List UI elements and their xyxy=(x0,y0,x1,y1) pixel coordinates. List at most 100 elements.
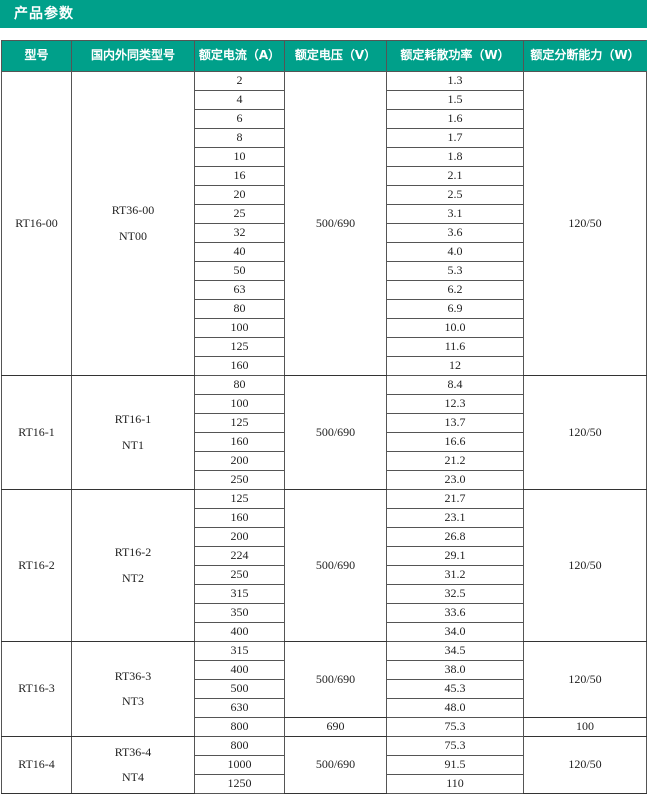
rated-current-cell: 125 xyxy=(194,413,285,433)
rated-power-dissipation-cell: 6.2 xyxy=(386,280,524,300)
equivalent-model: RT36-3 xyxy=(114,668,152,683)
rated-voltage-cell: 500/690 xyxy=(284,71,387,376)
rated-current-cell: 32 xyxy=(194,223,285,243)
rated-power-dissipation-cell: 5.3 xyxy=(386,261,524,281)
equivalent-models-list: RT16-2 NT2 xyxy=(72,545,194,585)
rated-current-cell: 160 xyxy=(194,356,285,376)
table-row: 400 34.0 xyxy=(2,622,647,642)
rated-power-dissipation-cell: 2.1 xyxy=(386,166,524,186)
table-row: 315 32.5 xyxy=(2,584,647,604)
model-cell: RT16-00 xyxy=(1,71,72,376)
table-row: 125 13.7 xyxy=(2,413,647,433)
rated-breaking-capacity-cell: 120/50 xyxy=(523,736,647,794)
equivalent-model: RT36-4 xyxy=(114,744,152,759)
rated-current-cell: 1000 xyxy=(194,755,285,775)
table-row: 50 5.3 xyxy=(2,261,647,281)
model-cell: RT16-1 xyxy=(1,375,72,490)
table-row: 500 45.3 xyxy=(2,679,647,699)
rated-voltage-cell: 500/690 xyxy=(284,489,387,642)
rated-voltage-cell: 500/690 xyxy=(284,736,387,794)
table-row: RT16-2 RT16-2 NT2 125 500/690 21.7 120/50 xyxy=(1,489,647,642)
rated-current-cell: 224 xyxy=(194,546,285,566)
equivalent-model: NT00 xyxy=(119,228,147,243)
rated-current-cell: 350 xyxy=(194,603,285,623)
rated-current-cell: 125 xyxy=(194,489,285,509)
rated-power-dissipation-cell: 2.5 xyxy=(386,185,524,205)
rated-current-cell: 20 xyxy=(194,185,285,205)
rated-power-dissipation-cell: 6.9 xyxy=(386,299,524,319)
rated-power-dissipation-cell: 23.0 xyxy=(386,470,524,490)
table-row: 20 2.5 xyxy=(2,185,647,205)
rated-power-dissipation-cell: 4.0 xyxy=(386,242,524,262)
product-parameters-table: 型号 国内外同类型号 额定电流（A） 额定电压（V） 额定耗散功率（W） 额定分断能力（W… xyxy=(1,40,647,794)
column-header-2: 额定电流（A） xyxy=(194,40,285,72)
rated-power-dissipation-cell: 1.5 xyxy=(386,90,524,110)
rated-power-dissipation-cell: 1.3 xyxy=(386,71,524,91)
rated-current-cell: 160 xyxy=(194,508,285,528)
rated-current-cell: 400 xyxy=(194,660,285,680)
equivalent-model: NT4 xyxy=(122,770,144,784)
rated-breaking-capacity-cell: 120/50 xyxy=(523,641,647,718)
rated-current-cell: 63 xyxy=(194,280,285,300)
rated-current-cell: 250 xyxy=(194,470,285,490)
equivalent-model: RT16-2 xyxy=(114,545,152,560)
table-header-row: 型号 国内外同类型号 额定电流（A） 额定电压（V） 额定耗散功率（W） 额定分断能力（W… xyxy=(1,40,647,72)
rated-power-dissipation-cell: 26.8 xyxy=(386,527,524,547)
table-row: 100 12.3 xyxy=(2,394,647,414)
rated-power-dissipation-cell: 3.1 xyxy=(386,204,524,224)
rated-power-dissipation-cell: 38.0 xyxy=(386,660,524,680)
table-row: 160 16.6 xyxy=(2,432,647,452)
rated-current-cell: 100 xyxy=(194,318,285,338)
table-row: RT16-4 RT36-4 NT4 800 500/690 75.3 120/50 xyxy=(1,736,647,794)
rated-current-cell: 80 xyxy=(194,375,285,395)
equivalent-models-list: RT36-00 NT00 xyxy=(72,203,194,243)
column-header-0: 型号 xyxy=(1,40,72,72)
rated-current-cell: 630 xyxy=(194,698,285,718)
rated-current-cell: 2 xyxy=(194,71,285,91)
rated-power-dissipation-cell: 29.1 xyxy=(386,546,524,566)
rated-breaking-capacity-cell: 100 xyxy=(523,717,647,737)
rated-power-dissipation-cell: 32.5 xyxy=(386,584,524,604)
rated-current-cell: 125 xyxy=(194,337,285,357)
rated-current-cell: 25 xyxy=(194,204,285,224)
rated-power-dissipation-cell: 12.3 xyxy=(386,394,524,414)
table-row: 400 38.0 xyxy=(2,660,647,680)
table-row: 6 1.6 xyxy=(2,109,647,129)
table-header: 型号 国内外同类型号 额定电流（A） 额定电压（V） 额定耗散功率（W） 额定分断能力（W… xyxy=(1,40,647,72)
rated-current-cell: 400 xyxy=(194,622,285,642)
table-row: 800 690 75.3 100 xyxy=(2,717,647,737)
equivalent-models-cell: RT36-00 NT00 xyxy=(71,71,195,376)
page-title: 产品参数 xyxy=(14,6,74,22)
column-header-1: 国内外同类型号 xyxy=(71,40,195,72)
table-row: 40 4.0 xyxy=(2,242,647,262)
table-row: 224 29.1 xyxy=(2,546,647,566)
rated-current-cell: 16 xyxy=(194,166,285,186)
table-row: 32 3.6 xyxy=(2,223,647,243)
model-cell: RT16-4 xyxy=(1,736,72,794)
rated-current-cell: 80 xyxy=(194,299,285,319)
rated-voltage-cell: 500/690 xyxy=(284,641,387,718)
equivalent-models-cell: RT16-1 NT1 xyxy=(71,375,195,490)
rated-current-cell: 500 xyxy=(194,679,285,699)
equivalent-model: NT3 xyxy=(122,694,144,708)
rated-power-dissipation-cell: 110 xyxy=(386,774,524,794)
rated-current-cell: 8 xyxy=(194,128,285,148)
rated-current-cell: 200 xyxy=(194,527,285,547)
model-cell: RT16-3 xyxy=(1,641,72,737)
equivalent-models-cell: RT36-4 NT4 xyxy=(71,736,195,794)
rated-power-dissipation-cell: 31.2 xyxy=(386,565,524,585)
rated-power-dissipation-cell: 16.6 xyxy=(386,432,524,452)
table-row: RT16-1 RT16-1 NT1 80 500/690 8.4 120/50 xyxy=(1,375,647,490)
equivalent-model: NT1 xyxy=(122,437,144,452)
equivalent-models-list: RT36-4 NT4 xyxy=(72,744,194,784)
equivalent-model: RT36-00 xyxy=(111,203,155,218)
rated-power-dissipation-cell: 23.1 xyxy=(386,508,524,528)
equivalent-models-list: RT16-1 NT1 xyxy=(72,413,194,452)
model-cell: RT16-2 xyxy=(1,489,72,642)
rated-power-dissipation-cell: 75.3 xyxy=(386,717,524,737)
table-row: 350 33.6 xyxy=(2,603,647,623)
rated-breaking-capacity-cell: 120/50 xyxy=(523,375,647,490)
rated-power-dissipation-cell: 34.5 xyxy=(386,641,524,661)
rated-power-dissipation-cell: 3.6 xyxy=(386,223,524,243)
rated-current-cell: 315 xyxy=(194,641,285,661)
